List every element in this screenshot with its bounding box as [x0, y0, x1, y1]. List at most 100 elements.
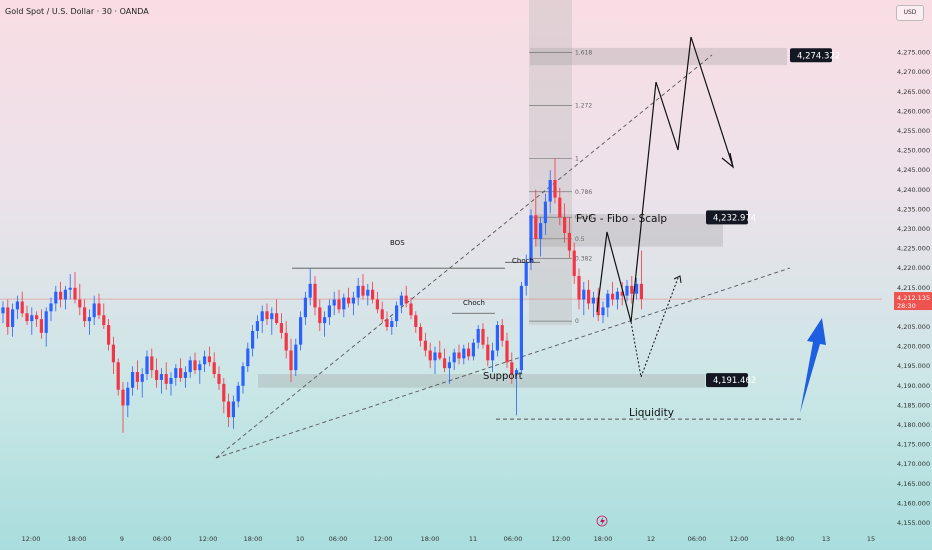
- candle[interactable]: [174, 364, 178, 386]
- candle[interactable]: [83, 299, 87, 327]
- candle[interactable]: [495, 321, 499, 357]
- candle[interactable]: [68, 274, 72, 300]
- candle[interactable]: [227, 393, 231, 427]
- candle[interactable]: [419, 323, 423, 347]
- candle[interactable]: [6, 299, 10, 335]
- candle[interactable]: [102, 303, 106, 329]
- candle[interactable]: [231, 395, 235, 429]
- candle[interactable]: [188, 356, 192, 378]
- candle[interactable]: [467, 342, 471, 361]
- candle[interactable]: [534, 189, 538, 247]
- candle[interactable]: [347, 287, 351, 308]
- candle[interactable]: [553, 158, 557, 204]
- candle[interactable]: [457, 344, 461, 365]
- candle[interactable]: [399, 291, 403, 314]
- candle[interactable]: [635, 278, 639, 300]
- candle[interactable]: [30, 307, 34, 335]
- candle[interactable]: [452, 348, 456, 371]
- candle[interactable]: [481, 323, 485, 349]
- candle[interactable]: [212, 352, 216, 378]
- candle[interactable]: [251, 325, 255, 357]
- candle[interactable]: [409, 297, 413, 320]
- candle[interactable]: [59, 281, 63, 308]
- candle[interactable]: [97, 293, 101, 320]
- currency-button[interactable]: USD: [896, 5, 924, 21]
- candle[interactable]: [380, 301, 384, 324]
- candle[interactable]: [356, 278, 360, 306]
- candle[interactable]: [73, 272, 77, 304]
- lightning-icon[interactable]: [596, 515, 608, 527]
- candle[interactable]: [145, 350, 149, 380]
- candle[interactable]: [491, 342, 495, 373]
- candle[interactable]: [630, 276, 634, 304]
- candle[interactable]: [500, 319, 504, 347]
- candle[interactable]: [414, 311, 418, 333]
- candle[interactable]: [611, 281, 615, 306]
- candle[interactable]: [433, 346, 437, 375]
- candle[interactable]: [164, 362, 168, 390]
- candle[interactable]: [193, 352, 197, 375]
- candle[interactable]: [299, 311, 303, 351]
- candle[interactable]: [395, 301, 399, 327]
- candle[interactable]: [284, 321, 288, 359]
- candle[interactable]: [294, 338, 298, 376]
- candle[interactable]: [1, 301, 5, 324]
- candle[interactable]: [198, 360, 202, 384]
- candle[interactable]: [318, 299, 322, 331]
- candle[interactable]: [241, 362, 245, 394]
- candle[interactable]: [308, 268, 312, 306]
- candle[interactable]: [385, 311, 389, 331]
- candle[interactable]: [471, 338, 475, 361]
- candle[interactable]: [203, 350, 207, 373]
- candle[interactable]: [615, 287, 619, 310]
- candle[interactable]: [510, 352, 514, 384]
- candle[interactable]: [279, 313, 283, 339]
- candle[interactable]: [35, 311, 39, 327]
- candle[interactable]: [303, 291, 307, 326]
- candle[interactable]: [15, 295, 19, 320]
- candle[interactable]: [207, 346, 211, 367]
- candle[interactable]: [591, 291, 595, 318]
- candle[interactable]: [217, 366, 221, 390]
- candle[interactable]: [275, 299, 279, 326]
- candle[interactable]: [246, 342, 250, 373]
- candle[interactable]: [54, 285, 58, 312]
- candle[interactable]: [111, 336, 115, 375]
- candle[interactable]: [183, 366, 187, 388]
- candle[interactable]: [548, 170, 552, 214]
- candle[interactable]: [20, 291, 24, 318]
- candle[interactable]: [337, 289, 341, 314]
- candle[interactable]: [529, 209, 533, 271]
- candles-layer[interactable]: [1, 158, 643, 433]
- candle[interactable]: [140, 368, 144, 398]
- candle[interactable]: [121, 381, 125, 433]
- candle[interactable]: [270, 307, 274, 335]
- candle[interactable]: [577, 268, 581, 310]
- candle[interactable]: [486, 336, 490, 367]
- candle[interactable]: [327, 299, 331, 326]
- candle[interactable]: [375, 291, 379, 314]
- candle[interactable]: [361, 274, 365, 300]
- candle[interactable]: [323, 311, 327, 337]
- candle[interactable]: [567, 217, 571, 259]
- candle[interactable]: [438, 340, 442, 361]
- candle[interactable]: [107, 319, 111, 351]
- candle[interactable]: [620, 281, 624, 306]
- candle[interactable]: [135, 360, 139, 390]
- candle[interactable]: [159, 368, 163, 394]
- candle[interactable]: [625, 279, 629, 302]
- candle[interactable]: [476, 325, 480, 349]
- candle[interactable]: [260, 305, 264, 333]
- candle[interactable]: [131, 366, 135, 396]
- candle[interactable]: [366, 283, 370, 306]
- candle[interactable]: [222, 377, 226, 414]
- candle[interactable]: [342, 293, 346, 318]
- candle[interactable]: [572, 242, 576, 284]
- candle[interactable]: [255, 315, 259, 339]
- candle[interactable]: [428, 342, 432, 369]
- candle[interactable]: [150, 348, 154, 378]
- candle[interactable]: [558, 187, 562, 226]
- candle[interactable]: [606, 289, 610, 318]
